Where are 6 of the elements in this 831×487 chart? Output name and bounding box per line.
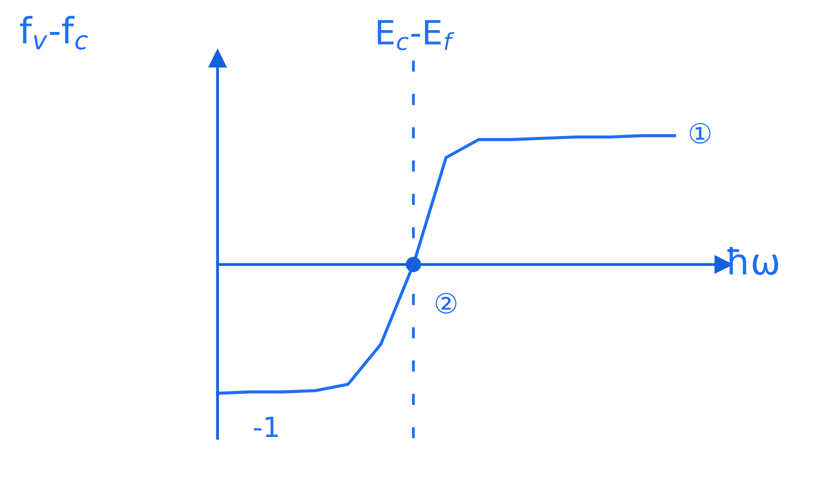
text: -1	[254, 416, 278, 437]
annotation: ②	[436, 292, 456, 314]
x-axis-title: ħω	[727, 246, 778, 275]
y-axis-title: f$_{v}$-f$_{c}$	[20, 16, 88, 50]
annotation: ①	[690, 122, 710, 144]
text: E$_{c}$-E$_{f}$	[378, 20, 454, 50]
